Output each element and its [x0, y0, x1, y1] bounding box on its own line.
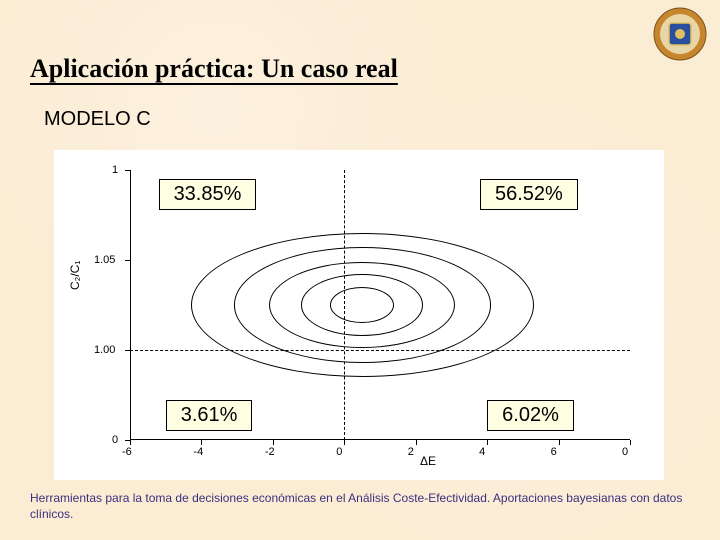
slide-subtitle: MODELO C	[44, 108, 151, 131]
x-tick-label: -2	[265, 446, 275, 458]
x-tick	[559, 440, 560, 445]
y-tick-label: 1.00	[94, 344, 115, 356]
x-axis	[130, 439, 630, 440]
y-tick	[125, 440, 130, 441]
x-tick	[201, 440, 202, 445]
x-tick-label: -6	[122, 446, 132, 458]
slide-footer: Herramientas para la toma de decisiones …	[30, 490, 690, 522]
x-tick-label: 6	[551, 446, 557, 458]
y-axis-label-text: C₂/C₁	[68, 261, 82, 290]
x-tick-label: 0	[622, 446, 628, 458]
quadrant-box-top-left: 33.85%	[159, 179, 257, 210]
quadrant-box-bottom-left: 3.61%	[166, 400, 253, 431]
quadrant-box-top-right: 56.52%	[480, 179, 578, 210]
y-axis	[130, 170, 131, 440]
x-tick-label: 4	[479, 446, 485, 458]
x-tick-label: -4	[193, 446, 203, 458]
contour-level	[191, 233, 534, 377]
y-tick-label: 1	[112, 164, 118, 176]
y-tick	[125, 260, 130, 261]
institution-logo	[652, 6, 708, 62]
x-tick	[630, 440, 631, 445]
x-tick-label: 2	[408, 446, 414, 458]
quadrant-box-bottom-right: 6.02%	[487, 400, 574, 431]
slide-title: Aplicación práctica: Un caso real	[30, 54, 398, 84]
x-tick	[273, 440, 274, 445]
chart-container: -6 -4 -2 0 2 4 6 0 1.00 1.05 0 1 33.85% 56.52% 3.61%…	[54, 150, 664, 480]
plot-area: -6-4-202460 1.001.0501 33.85%56.52%3.61%…	[130, 170, 630, 440]
y-tick-label: 1.05	[94, 254, 115, 266]
y-axis-label: C₂/C₁	[68, 261, 82, 290]
x-tick	[130, 440, 131, 445]
y-tick	[125, 170, 130, 171]
x-tick	[487, 440, 488, 445]
x-axis-label: ΔE	[420, 454, 436, 468]
y-tick-label: 0	[112, 434, 118, 446]
x-tick-label: 0	[336, 446, 342, 458]
x-tick	[344, 440, 345, 445]
x-tick	[416, 440, 417, 445]
